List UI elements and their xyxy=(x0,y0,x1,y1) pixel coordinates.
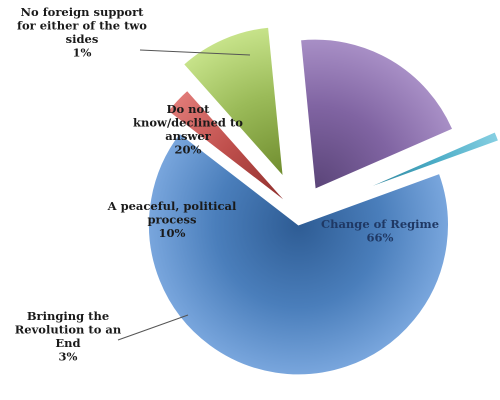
slices-layer xyxy=(148,26,500,376)
pie-slice-do-not-know-declined-to-answer xyxy=(299,38,454,190)
leader-lines xyxy=(117,49,251,341)
data-label-no-foreign-support-for-either-of-the-two-sides: No foreign support for either of the two s… xyxy=(17,5,147,60)
leader-line-no-foreign-support-for-either-of-the-two-sides xyxy=(139,49,251,56)
leader-line-bringing-the-revolution-to-an-end xyxy=(117,314,189,341)
pie-slice-a-peaceful-political-process xyxy=(182,26,284,178)
data-label-do-not-know-declined-to-answer: Do not know/declined to answer 20% xyxy=(133,102,243,157)
pie-slice-no-foreign-support-for-either-of-the-two-sides xyxy=(357,131,500,193)
labels-layer: Change of Regime 66% Bringing the Revolutio… xyxy=(15,5,439,364)
data-label-a-peaceful-political-process: A peaceful, political process 10% xyxy=(107,199,237,240)
pie-slice-change-of-regime xyxy=(148,132,449,376)
data-label-change-of-regime: Change of Regime 66% xyxy=(321,217,439,245)
pie-slice-bringing-the-revolution-to-an-end xyxy=(167,89,288,204)
data-label-bringing-the-revolution-to-an-end: Bringing the Revolution to an End 3% xyxy=(15,309,122,364)
